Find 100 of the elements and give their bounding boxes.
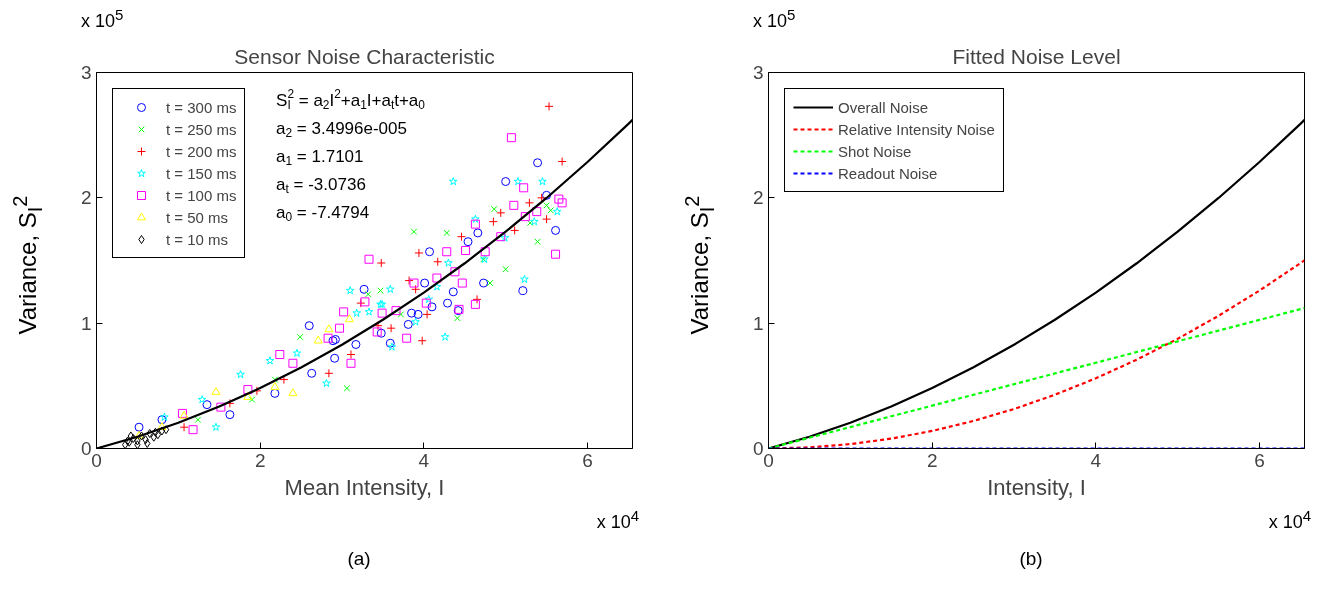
point — [152, 427, 159, 437]
legend-label: Readout Noise — [838, 164, 938, 182]
point — [470, 219, 480, 229]
point — [544, 101, 554, 111]
legend-label: t = 200 ms — [166, 142, 237, 160]
point — [360, 297, 370, 307]
point — [470, 299, 480, 309]
point — [372, 327, 382, 337]
point — [386, 323, 396, 333]
legend-label: Relative Intensity Noise — [838, 120, 995, 138]
point — [538, 177, 547, 186]
y-tick-label: 2 — [752, 187, 764, 209]
x-tick-label: 4 — [418, 449, 430, 471]
point — [547, 207, 554, 214]
point — [471, 214, 480, 223]
point — [554, 194, 564, 204]
point — [225, 410, 235, 420]
point — [236, 370, 245, 379]
point — [519, 183, 529, 193]
point — [448, 287, 458, 297]
point — [335, 323, 345, 333]
point — [542, 190, 552, 200]
x-tick-label: 6 — [582, 449, 593, 471]
legend-label: t = 10 ms — [166, 230, 229, 248]
legend-label: t = 300 ms — [166, 98, 237, 116]
point — [364, 307, 374, 316]
legend-label: Shot Noise — [838, 142, 912, 160]
y-tick-label: 3 — [752, 62, 764, 83]
point — [557, 156, 567, 166]
point — [324, 324, 334, 333]
point — [417, 336, 427, 346]
point — [352, 308, 362, 317]
point — [414, 248, 424, 258]
point — [211, 422, 221, 431]
point — [288, 358, 298, 368]
x-tick-label: 2 — [926, 449, 938, 471]
point — [472, 294, 482, 304]
point — [413, 309, 423, 319]
point — [496, 232, 506, 242]
point — [456, 232, 466, 242]
x-axis-title: Intensity, I — [987, 474, 1086, 500]
point — [377, 287, 384, 294]
point — [243, 385, 253, 395]
point — [404, 276, 414, 286]
point — [454, 314, 461, 322]
point — [486, 279, 494, 287]
point — [146, 428, 153, 438]
point — [520, 212, 530, 222]
point — [351, 339, 361, 349]
point — [463, 237, 473, 247]
x-tick-label: 2 — [254, 449, 266, 471]
point — [121, 440, 129, 449]
text: (a) — [347, 547, 371, 571]
point — [542, 214, 552, 224]
point — [344, 314, 354, 323]
point — [534, 238, 541, 246]
point — [194, 416, 202, 423]
point — [391, 306, 401, 316]
point — [427, 302, 437, 312]
point — [444, 258, 453, 267]
point — [313, 335, 323, 344]
point — [324, 368, 334, 378]
point — [533, 158, 543, 168]
legend-label: t = 250 ms — [166, 120, 237, 138]
point — [387, 342, 397, 351]
point — [144, 438, 151, 448]
point — [188, 425, 198, 435]
chart-title: Sensor Noise Characteristic — [234, 44, 495, 68]
point — [359, 284, 369, 294]
point — [532, 207, 542, 217]
point — [461, 245, 471, 255]
x-tick-label: 4 — [1090, 449, 1102, 471]
point — [421, 298, 431, 308]
point — [440, 332, 450, 341]
point — [202, 400, 212, 410]
point — [346, 350, 356, 359]
point — [339, 307, 349, 317]
point — [162, 425, 170, 435]
point — [248, 396, 256, 403]
point — [443, 298, 453, 308]
point — [433, 257, 443, 267]
x-tick-label: 6 — [1254, 449, 1265, 471]
point — [552, 207, 562, 216]
point — [480, 247, 490, 257]
point — [377, 308, 387, 318]
point — [488, 217, 498, 227]
point — [364, 291, 372, 298]
point — [157, 422, 167, 430]
point — [496, 208, 506, 218]
point — [432, 273, 442, 283]
point — [376, 258, 386, 268]
point — [270, 388, 280, 398]
point — [425, 247, 435, 257]
point — [275, 350, 285, 359]
point — [154, 430, 162, 440]
legend-label: t = 150 ms — [166, 164, 237, 182]
point — [179, 422, 189, 432]
point — [142, 435, 149, 445]
point — [443, 229, 451, 237]
point — [160, 412, 169, 421]
